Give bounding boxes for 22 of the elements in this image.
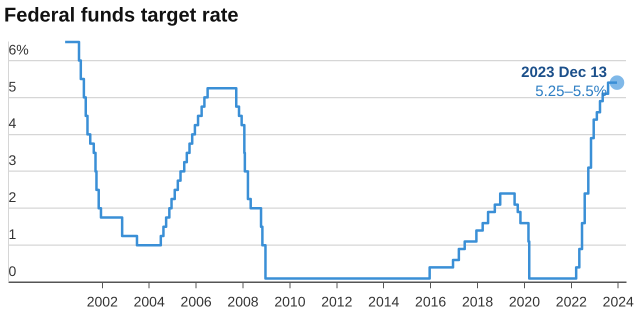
y-tick-label: 0 — [8, 263, 16, 280]
x-tick-label: 2024 — [602, 293, 634, 310]
y-tick-label: 4 — [8, 115, 16, 132]
x-tick-label: 2022 — [556, 293, 588, 310]
y-tick-label: 5 — [8, 78, 16, 94]
y-tick-label: 1 — [8, 226, 16, 242]
annotation: 5.25–5.5% — [535, 82, 608, 100]
x-tick-label: 2018 — [462, 293, 494, 310]
y-tick-label: 3 — [8, 152, 16, 168]
x-tick-label: 2012 — [321, 293, 353, 310]
annotation: 2023 Dec 13 — [521, 64, 608, 81]
x-tick-label: 2010 — [274, 293, 306, 310]
x-tick-label: 2014 — [368, 293, 400, 310]
x-tick-label: 2006 — [180, 293, 212, 310]
y-tick-label: 6% — [8, 41, 29, 58]
x-tick-label: 2020 — [508, 293, 540, 310]
x-tick-label: 2016 — [415, 293, 446, 310]
x-tick-label: 2004 — [134, 293, 165, 310]
x-tick-label: 2002 — [86, 293, 118, 310]
y-tick-label: 2 — [8, 189, 16, 206]
chart-title: Federal funds target rate — [4, 4, 239, 27]
x-tick-label: 2008 — [227, 293, 259, 310]
